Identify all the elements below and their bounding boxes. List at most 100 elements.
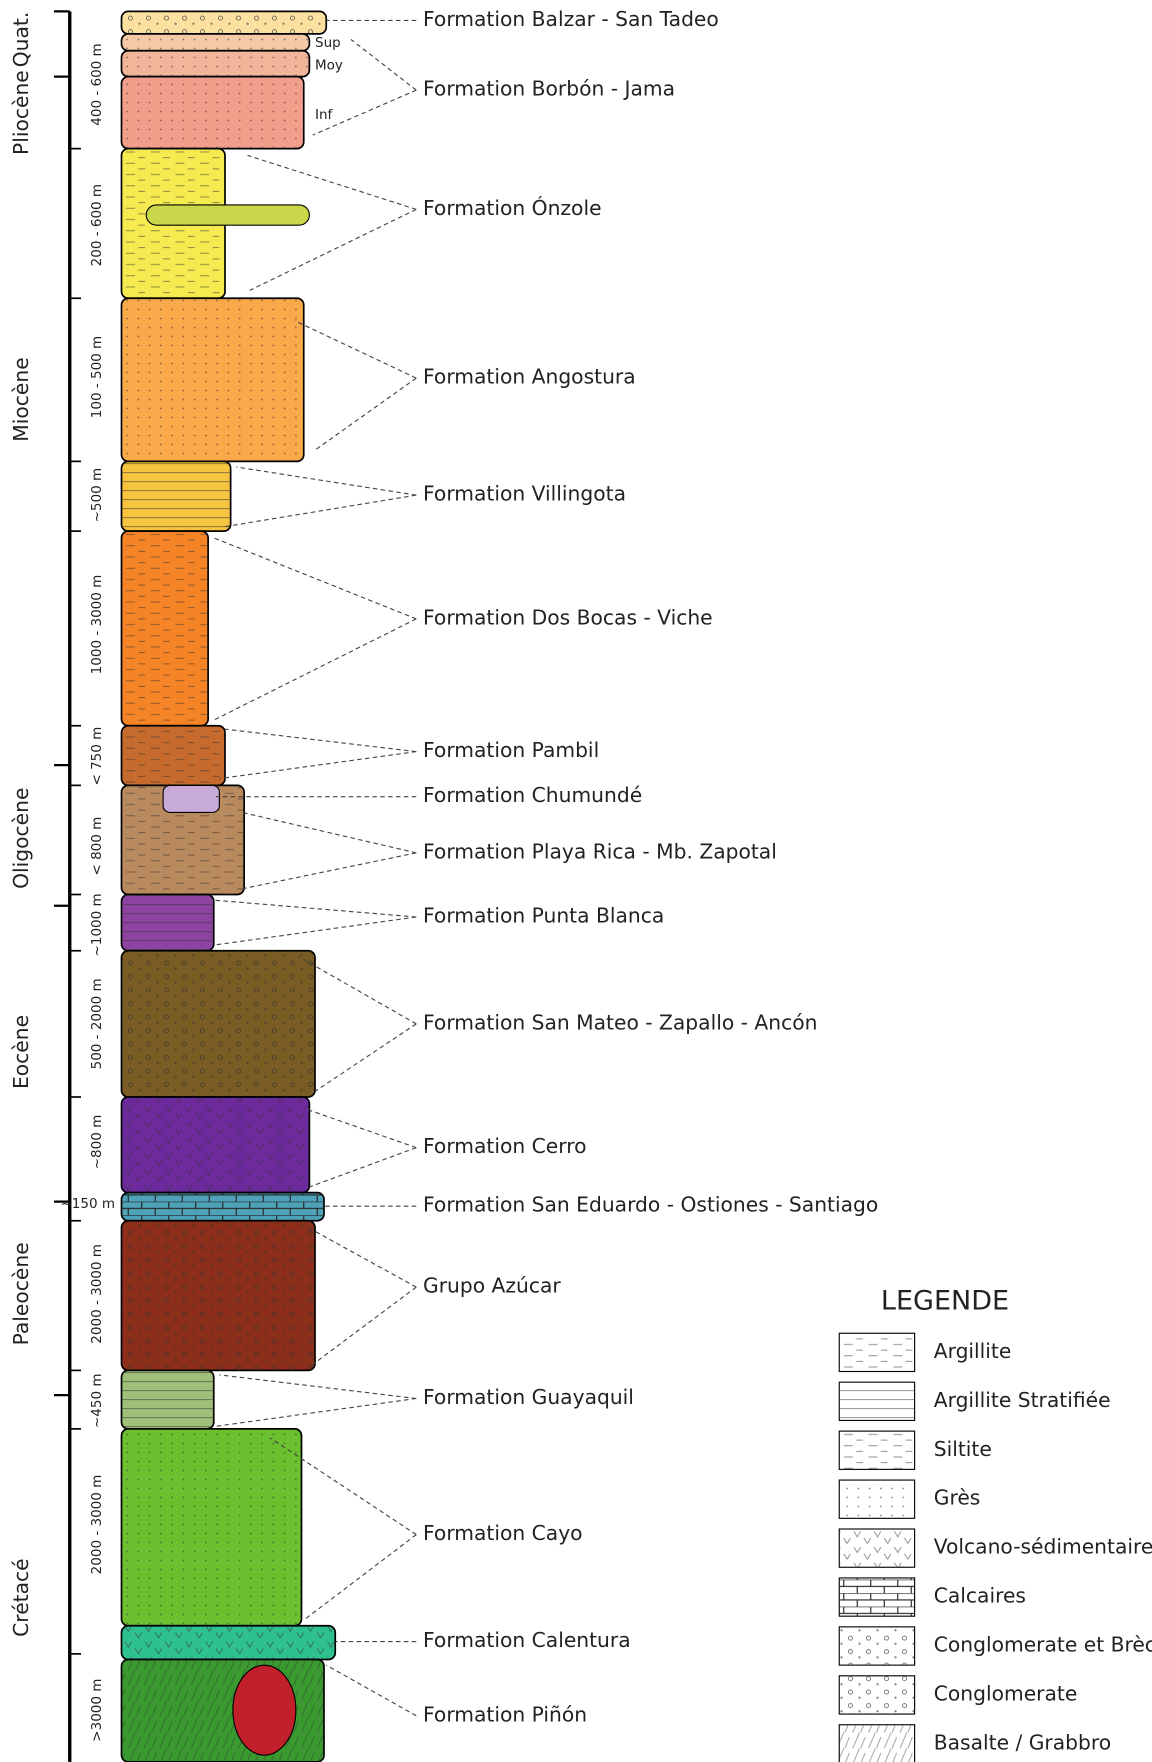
layer-pattern [122, 1097, 310, 1193]
leader-line [214, 1399, 417, 1427]
leader-line [304, 1535, 417, 1621]
legend-swatch-pattern [839, 1333, 914, 1371]
layer-pattern [122, 1221, 316, 1371]
thickness-label: ~450 m [89, 1373, 105, 1428]
sublabel: Moy [315, 57, 343, 73]
thickness-label: ~800 m [89, 1115, 105, 1170]
thickness-label: >3000 m [89, 1679, 105, 1742]
leader-line [304, 1108, 417, 1147]
formation-label: Formation Chumundé [423, 783, 642, 807]
stratigraphic-column: LEGENDE Quat.Pliocène Miocène Oligocène Eoc… [0, 0, 1152, 1762]
formation-label: Formation Punta Blanca [423, 904, 664, 928]
layer-pattern [122, 531, 209, 726]
layer-pattern [122, 1193, 325, 1221]
leader-line [214, 619, 417, 720]
legend-swatch-pattern [839, 1627, 914, 1665]
legend-label: Conglomerate [934, 1681, 1078, 1705]
lens [163, 785, 219, 812]
leader-line [214, 917, 417, 945]
epoch-label: Eocène [9, 1015, 33, 1089]
thickness-label: 2000 - 3000 m [89, 1244, 105, 1344]
leader-line [309, 1148, 416, 1187]
leader-line [306, 1226, 416, 1287]
layer-pattern [122, 298, 304, 461]
legend-swatch-pattern [839, 1529, 914, 1567]
formation-label: Formation Piñón [423, 1702, 587, 1726]
layer-pattern [122, 1626, 336, 1660]
leader-line [214, 538, 417, 619]
leader-line [225, 729, 416, 752]
leader-line [351, 40, 416, 91]
sublabel: Sup [315, 35, 341, 51]
epoch-label: Oligocène [9, 788, 33, 889]
lens [146, 205, 309, 225]
layer-pattern [122, 77, 304, 149]
formation-label: Formation San Mateo - Zapallo - Ancón [423, 1010, 817, 1034]
thickness-label: < 800 m [89, 817, 105, 876]
thickness-label: < 750 m [89, 727, 105, 786]
intrusion [233, 1665, 296, 1755]
legend-label: Siltite [934, 1437, 992, 1461]
legend-label: Conglomerate et Brèche [934, 1633, 1152, 1657]
formation-label: Formation San Eduardo - Ostiones - Santi… [423, 1193, 878, 1217]
legend-swatch-pattern [839, 1382, 914, 1420]
layer-pattern [122, 34, 310, 51]
leader-line [242, 812, 416, 853]
layer-pattern [122, 726, 226, 786]
legend-swatch-pattern [839, 1480, 914, 1518]
leader-line [219, 1375, 416, 1399]
formation-label: Formation Ónzole [423, 196, 602, 220]
leader-line [315, 1024, 416, 1092]
thickness-label: 100 - 500 m [89, 336, 105, 418]
leader-line [214, 900, 417, 917]
formation-label: Formation Dos Bocas - Viche [423, 605, 713, 629]
leader-line [315, 378, 416, 450]
leader-line [326, 1665, 416, 1716]
formation-label: Formation Cayo [423, 1521, 583, 1545]
layer-pattern [122, 461, 231, 531]
legend-swatch-pattern [839, 1725, 914, 1762]
legend-swatch-pattern [839, 1578, 914, 1616]
formation-label: Formation Borbón - Jama [423, 77, 675, 101]
formation-label: Formation Pambil [423, 738, 599, 762]
legend-label: Argillite Stratifiée [934, 1388, 1111, 1412]
epoch-label: Quat. [9, 12, 33, 68]
epoch-label: Paleocène [9, 1242, 33, 1345]
legend-label: Calcaires [934, 1584, 1026, 1608]
leader-line [248, 155, 417, 209]
formation-label: Formation Angostura [423, 365, 636, 389]
leader-line [309, 1287, 416, 1367]
layer-pattern [122, 11, 327, 34]
formation-label: Formation Villingota [423, 482, 626, 506]
leader-line [295, 321, 417, 378]
layer-pattern [122, 895, 214, 951]
sublabel: Inf [315, 107, 334, 123]
thickness-label: 200 - 600 m [89, 184, 105, 266]
legend-label: Argillite [934, 1339, 1012, 1363]
leader-line [236, 467, 416, 495]
thickness-label: ~1000 m [89, 893, 105, 956]
thickness-label: 400 - 600 m [89, 43, 105, 125]
legend-label: Basalte / Grabbro [934, 1730, 1111, 1754]
formation-label: Formation Cerro [423, 1134, 586, 1158]
formation-label: Formation Guayaquil [423, 1385, 634, 1409]
column [122, 11, 336, 1762]
legend-swatch-pattern [839, 1676, 914, 1714]
formation-label: Formation Balzar - San Tadeo [423, 7, 719, 31]
thickness-label: ~150 m [60, 1196, 115, 1212]
epoch-label: Pliocène [9, 70, 33, 155]
leader-line [242, 853, 416, 889]
formation-label: Formation Calentura [423, 1628, 631, 1652]
layer-pattern [122, 1370, 214, 1429]
layer-pattern [122, 1429, 302, 1626]
thickness-label: 1000 - 3000 m [89, 575, 105, 675]
epoch-label: Miocène [9, 357, 33, 441]
epoch-label: Crétacé [9, 1558, 33, 1636]
layer-pattern [122, 951, 316, 1097]
legend-title: LEGENDE [881, 1285, 1009, 1316]
legend-swatch-pattern [839, 1431, 914, 1469]
layer-pattern [122, 51, 310, 77]
thickness-label: 500 - 2000 m [89, 978, 105, 1069]
legend-label: Volcano-sédimentaire [934, 1535, 1152, 1559]
formation-label: Formation Playa Rica - Mb. Zapotal [423, 839, 777, 863]
